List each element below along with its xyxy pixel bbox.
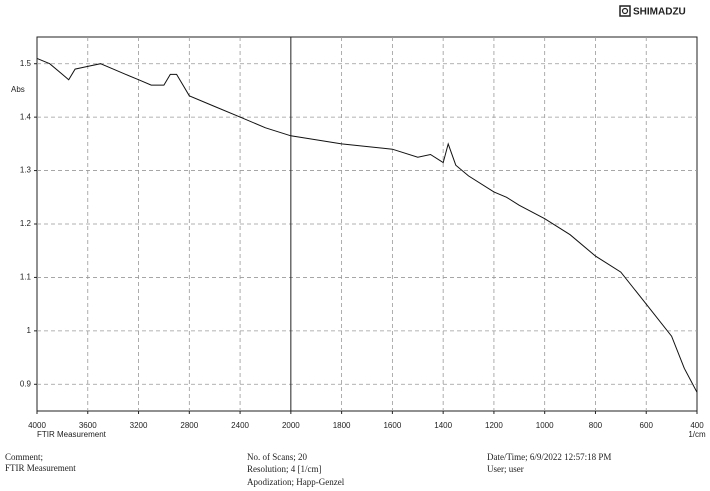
x-tick-label: 1000 (536, 421, 554, 430)
x-tick-label: 2400 (231, 421, 249, 430)
x-unit: 1/cm (688, 430, 706, 439)
y-tick-label: 1.1 (20, 273, 32, 282)
y-tick-label: 0.9 (20, 379, 32, 388)
footer-text: User; user (487, 464, 524, 474)
footer-text: FTIR Measurement (5, 463, 76, 473)
x-tick-label: 4000 (28, 421, 46, 430)
x-tick-label: 2800 (180, 421, 198, 430)
y-tick-label: 1.5 (20, 59, 32, 68)
x-tick-label: 1600 (383, 421, 401, 430)
y-tick-label: 1.4 (20, 112, 32, 121)
x-tick-label: 2000 (282, 421, 300, 430)
x-tick-label: 600 (640, 421, 654, 430)
y-label: Abs (11, 85, 25, 94)
x-tick-label: 1200 (485, 421, 503, 430)
y-tick-label: 1 (27, 326, 32, 335)
y-tick-label: 1.2 (20, 219, 32, 228)
footer-text: No. of Scans; 20 (247, 452, 307, 462)
x-tick-label: 1800 (333, 421, 351, 430)
footer-text: Resolution; 4 [1/cm] (247, 464, 322, 474)
footer-text: Comment; (5, 452, 43, 462)
brand: SHIMADZU (633, 7, 686, 18)
footer-text: Apodization; Happ-Genzel (247, 477, 345, 487)
x-tick-label: 3200 (130, 421, 148, 430)
spectrum-line (36, 57, 698, 393)
x-tick-label: 1400 (434, 421, 452, 430)
logo-icon (621, 7, 629, 15)
x-tick-label: 400 (690, 421, 704, 430)
x-label: FTIR Measurement (37, 430, 107, 439)
x-tick-label: 800 (589, 421, 603, 430)
y-tick-label: 1.3 (20, 166, 32, 175)
x-tick-label: 3600 (79, 421, 97, 430)
logo-icon (619, 5, 631, 17)
footer-text: Date/Time; 6/9/2022 12:57:18 PM (487, 452, 611, 462)
